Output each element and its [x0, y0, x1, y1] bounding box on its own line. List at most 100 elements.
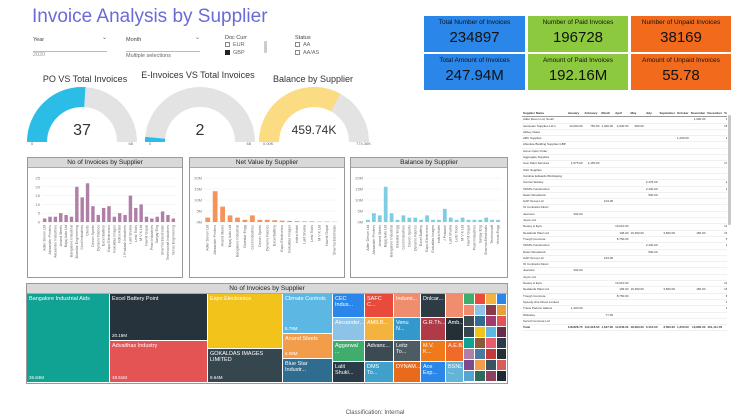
bar[interactable]: [264, 219, 270, 222]
bar[interactable]: [460, 217, 465, 222]
bar[interactable]: [478, 219, 483, 222]
treemap-small-tile[interactable]: [486, 305, 496, 315]
bar[interactable]: [437, 219, 441, 222]
matrix-scrollbar[interactable]: [728, 115, 731, 225]
treemap-tile[interactable]: Advaithas Industry 19.51M: [110, 341, 207, 382]
treemap-tile[interactable]: Climate Controls 8.79M: [283, 294, 332, 333]
matrix-row[interactable]: Adler Devon Ltd, South 1,000.00 1,000.00: [522, 116, 727, 124]
treemap-small-tile[interactable]: [464, 349, 474, 359]
bar[interactable]: [80, 197, 84, 222]
matrix-row[interactable]: Carrow Stanley 2,475.00 2,475.00: [522, 179, 727, 187]
bar[interactable]: [155, 216, 159, 222]
bar[interactable]: [144, 216, 149, 222]
treemap-small-tile[interactable]: [486, 327, 496, 337]
treemap-small-tile[interactable]: [486, 316, 496, 326]
bar[interactable]: [53, 216, 58, 222]
slicer-scrollbar[interactable]: [264, 41, 267, 53]
status-option-aaas[interactable]: AA/AS: [295, 49, 345, 57]
bar[interactable]: [75, 186, 79, 222]
bar[interactable]: [150, 218, 154, 222]
bar[interactable]: [448, 217, 453, 222]
bar[interactable]: [472, 219, 477, 222]
bar[interactable]: [48, 216, 52, 222]
matrix-row[interactable]: Aggregate Supplies 500.00: [522, 154, 727, 162]
bar[interactable]: [401, 215, 406, 222]
treemap-small-tile[interactable]: [497, 338, 506, 348]
bar[interactable]: [205, 217, 211, 222]
treemap-small-tile[interactable]: [446, 294, 463, 317]
matrix-row[interactable]: GAP Group Ltd 104.00 104.00: [522, 255, 727, 263]
matrix-row[interactable]: Joyce Ltd 500.00: [522, 217, 727, 225]
treemap-small-tile[interactable]: [497, 316, 506, 326]
matrix-row[interactable]: CDMS Construction 2,440.00 2,440.00: [522, 186, 727, 193]
bar[interactable]: [407, 217, 412, 222]
bar[interactable]: [389, 213, 394, 222]
treemap-tile[interactable]: Blue Star Industr...: [283, 359, 332, 382]
matrix-header-cell[interactable]: July: [644, 111, 659, 118]
bar[interactable]: [431, 219, 435, 222]
bar[interactable]: [85, 183, 90, 222]
treemap-small-tile[interactable]: [486, 294, 496, 304]
matrix-row[interactable]: Abbey Glass 500.00: [522, 129, 727, 137]
treemap-tile[interactable]: DMS To...: [365, 362, 393, 382]
matrix-row[interactable]: GAP Group Ltd 104.00 104.00: [522, 198, 727, 206]
bar[interactable]: [107, 206, 111, 222]
treemap-small-tile[interactable]: [497, 349, 506, 359]
matrix-row[interactable]: Newlands Plant Ltd 196.00 16,390.00 3,500.0…: [522, 286, 727, 294]
treemap-tile[interactable]: AMILB...: [365, 318, 393, 340]
bar[interactable]: [442, 208, 447, 222]
matrix-header-cell[interactable]: May: [629, 111, 645, 118]
treemap-tile[interactable]: Venu N...: [394, 318, 420, 340]
bar[interactable]: [413, 217, 418, 222]
treemap-small-tile[interactable]: [497, 360, 506, 370]
treemap-tile[interactable]: G.R.Th...: [421, 318, 445, 340]
treemap-small-tile[interactable]: [464, 294, 474, 304]
bar[interactable]: [466, 219, 471, 222]
bar[interactable]: [69, 216, 74, 222]
treemap[interactable]: Bangalore Industrial Aids 26.84M Excel Bat…: [27, 294, 507, 383]
bar[interactable]: [377, 215, 382, 222]
treemap-tile[interactable]: Anand Steels 6.08M: [283, 334, 332, 358]
bar[interactable]: [171, 218, 176, 222]
bar[interactable]: [395, 219, 400, 222]
bar[interactable]: [242, 219, 248, 222]
treemap-small-tile[interactable]: [497, 294, 506, 304]
bar[interactable]: [419, 219, 424, 222]
matrix-row[interactable]: Newey & Eyre 13,010.00 13,010.00: [522, 280, 727, 288]
doccurr-option-eur[interactable]: EUR: [225, 41, 269, 49]
matrix-row[interactable]: Xervid Concrete Ltd 500.00: [522, 318, 727, 326]
treemap-tile[interactable]: Ace Exp...: [421, 362, 445, 382]
matrix-header-cell[interactable]: Total: [723, 111, 727, 118]
matrix-row[interactable]: Acme Open Order 500.00: [522, 148, 727, 156]
matrix-row[interactable]: IO Contracts Direct 500.00: [522, 204, 727, 212]
matrix-row[interactable]: CDMS Construction 2,440.00 2,440.00: [522, 242, 727, 250]
bar[interactable]: [128, 195, 133, 222]
treemap-small-tile[interactable]: [475, 371, 485, 381]
treemap-small-tile[interactable]: [475, 338, 485, 348]
month-slicer[interactable]: Month ⌄ Multiple selections: [126, 35, 200, 60]
treemap-tile[interactable]: Alexander...: [333, 318, 364, 340]
bar[interactable]: [166, 214, 170, 222]
bar[interactable]: [309, 221, 315, 222]
bar[interactable]: [235, 217, 240, 222]
treemap-small-tile[interactable]: [464, 316, 474, 326]
treemap-small-tile[interactable]: [475, 316, 485, 326]
treemap-tile[interactable]: Leitz To...: [394, 341, 420, 361]
bar[interactable]: [139, 204, 143, 222]
bar[interactable]: [250, 215, 255, 222]
bar[interactable]: [59, 213, 63, 222]
bar[interactable]: [454, 219, 459, 222]
bar[interactable]: [302, 221, 307, 222]
matrix-row[interactable]: Dawn Woodwork 500.00 500.00: [522, 249, 727, 256]
bar[interactable]: [112, 216, 117, 222]
treemap-tile[interactable]: Advanc...: [365, 341, 393, 361]
treemap-tile[interactable]: M.V. K...: [421, 341, 445, 361]
treemap-small-tile[interactable]: [475, 305, 485, 315]
bar[interactable]: [101, 207, 106, 222]
matrix-header-cell[interactable]: December: [706, 111, 724, 118]
bar[interactable]: [371, 213, 376, 222]
treemap-small-tile[interactable]: [475, 349, 485, 359]
